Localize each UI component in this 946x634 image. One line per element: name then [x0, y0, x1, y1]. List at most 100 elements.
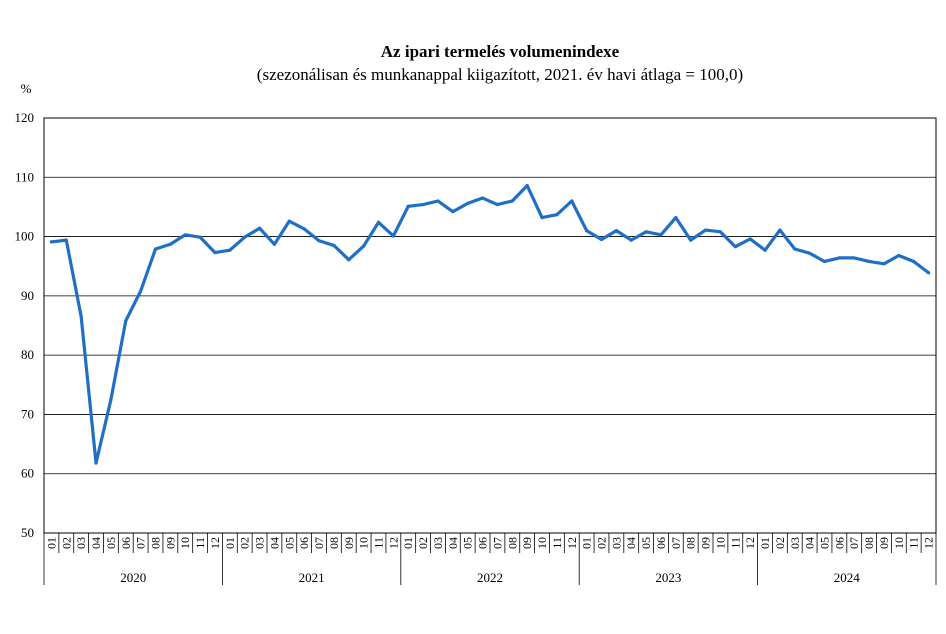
data-point-2024-09: [882, 262, 886, 266]
x-tick-label-2022-04: 04: [446, 537, 460, 549]
x-tick-label-2020-08: 08: [149, 537, 163, 549]
data-point-2020-02: [64, 238, 68, 242]
y-tick-label-60: 60: [21, 466, 34, 481]
x-tick-label-2024-02: 02: [773, 537, 787, 549]
x-tick-label-2023-02: 02: [595, 537, 609, 549]
data-point-2020-04: [94, 461, 98, 465]
data-point-2020-10: [183, 233, 187, 237]
data-point-2024-10: [897, 253, 901, 258]
data-point-2023-07: [674, 216, 678, 220]
x-tick-label-2023-01: 01: [580, 537, 594, 549]
x-tick-label-2022-10: 10: [535, 537, 549, 549]
x-tick-label-2024-10: 10: [892, 537, 906, 549]
data-point-2024-07: [852, 256, 856, 260]
data-point-2023-09: [703, 228, 708, 232]
x-tick-label-2024-04: 04: [803, 537, 817, 549]
data-point-2021-09: [347, 258, 351, 262]
x-tick-label-2024-03: 03: [788, 537, 802, 549]
x-tick-label-2023-04: 04: [624, 537, 638, 549]
x-tick-label-2023-11: 11: [728, 537, 742, 549]
data-point-2021-11: [376, 220, 381, 224]
data-point-2020-12: [213, 250, 217, 255]
x-year-label-2021: 2021: [299, 570, 325, 585]
data-point-2021-12: [391, 234, 395, 238]
data-point-2022-04: [451, 210, 455, 214]
data-point-2021-01: [228, 248, 232, 252]
data-point-2024-01: [763, 248, 767, 252]
x-tick-label-2021-02: 02: [238, 537, 252, 549]
x-tick-label-2021-12: 12: [386, 537, 400, 549]
data-point-2021-05: [287, 219, 291, 223]
data-point-2022-09: [525, 183, 529, 188]
x-tick-label-2023-05: 05: [639, 537, 653, 549]
x-tick-label-2022-12: 12: [565, 537, 579, 549]
x-tick-label-2021-07: 07: [312, 537, 326, 549]
x-tick-label-2023-07: 07: [669, 537, 683, 549]
data-point-2020-07: [139, 289, 143, 293]
data-point-2020-01: [49, 240, 54, 244]
data-point-2020-05: [109, 398, 113, 402]
y-tick-label-70: 70: [21, 406, 34, 421]
grid-lines: [44, 176, 936, 475]
data-point-2024-06: [837, 256, 841, 260]
y-axis-ticks: 50 60 70 80 90 100 110 120: [15, 110, 35, 540]
x-tick-label-2020-01: 01: [44, 537, 58, 549]
data-point-2023-06: [659, 233, 663, 237]
x-tick-label-2022-09: 09: [520, 537, 534, 549]
x-tick-label-2021-09: 09: [342, 537, 356, 549]
data-point-2023-11: [733, 245, 737, 249]
data-point-2020-09: [168, 242, 172, 246]
x-year-label-2023: 2023: [655, 570, 681, 585]
data-point-2023-03: [614, 229, 618, 233]
data-point-2024-08: [867, 259, 871, 264]
x-tick-label-2022-05: 05: [461, 537, 475, 549]
x-year-label-2020: 2020: [120, 570, 146, 585]
y-tick-label-80: 80: [21, 347, 34, 362]
x-tick-label-2021-08: 08: [327, 537, 341, 549]
x-tick-label-2023-09: 09: [699, 537, 713, 549]
x-tick-label-2023-12: 12: [743, 537, 757, 549]
data-point-2023-08: [689, 238, 693, 242]
data-point-2023-10: [718, 230, 723, 234]
x-year-label-2024: 2024: [834, 570, 861, 585]
data-point-2022-12: [570, 199, 574, 203]
x-tick-label-2020-03: 03: [74, 537, 88, 549]
x-tick-label-2020-07: 07: [134, 537, 148, 549]
data-point-2024-03: [793, 247, 797, 251]
x-tick-label-2020-10: 10: [178, 537, 192, 549]
x-tick-label-2021-04: 04: [267, 537, 281, 549]
x-tick-label-2023-08: 08: [684, 537, 698, 549]
data-point-2024-04: [808, 251, 812, 255]
data-point-2024-02: [778, 228, 782, 232]
data-point-2020-06: [124, 319, 128, 323]
data-point-2022-08: [510, 199, 514, 203]
x-tick-label-2022-11: 11: [550, 537, 564, 549]
data-point-2022-01: [406, 204, 410, 208]
data-point-2021-10: [362, 244, 366, 248]
data-point-2022-03: [436, 199, 440, 203]
x-tick-label-2023-10: 10: [713, 537, 727, 549]
data-point-2020-03: [79, 315, 83, 319]
y-axis-label: %: [21, 81, 32, 96]
x-tick-label-2021-06: 06: [297, 537, 311, 549]
data-point-2021-03: [257, 226, 262, 230]
data-point-2020-11: [198, 235, 202, 239]
data-point-2021-06: [302, 227, 306, 231]
data-point-2021-04: [272, 242, 277, 246]
data-point-2022-06: [480, 196, 485, 200]
data-point-2021-07: [317, 239, 321, 243]
x-tick-label-2024-12: 12: [922, 537, 936, 549]
data-point-2022-05: [466, 201, 470, 205]
y-tick-label-100: 100: [15, 229, 35, 244]
data-point-2023-05: [644, 230, 648, 234]
series-line: [49, 183, 931, 465]
data-point-2024-05: [822, 259, 827, 264]
x-tick-label-2023-03: 03: [609, 537, 623, 549]
data-point-2023-12: [748, 237, 752, 241]
data-point-2022-10: [540, 216, 544, 220]
data-point-2024-12: [926, 271, 931, 275]
x-tick-label-2022-01: 01: [401, 537, 415, 549]
data-point-2021-02: [243, 235, 247, 239]
x-tick-label-2022-02: 02: [416, 537, 430, 549]
x-tick-label-2020-11: 11: [193, 537, 207, 549]
